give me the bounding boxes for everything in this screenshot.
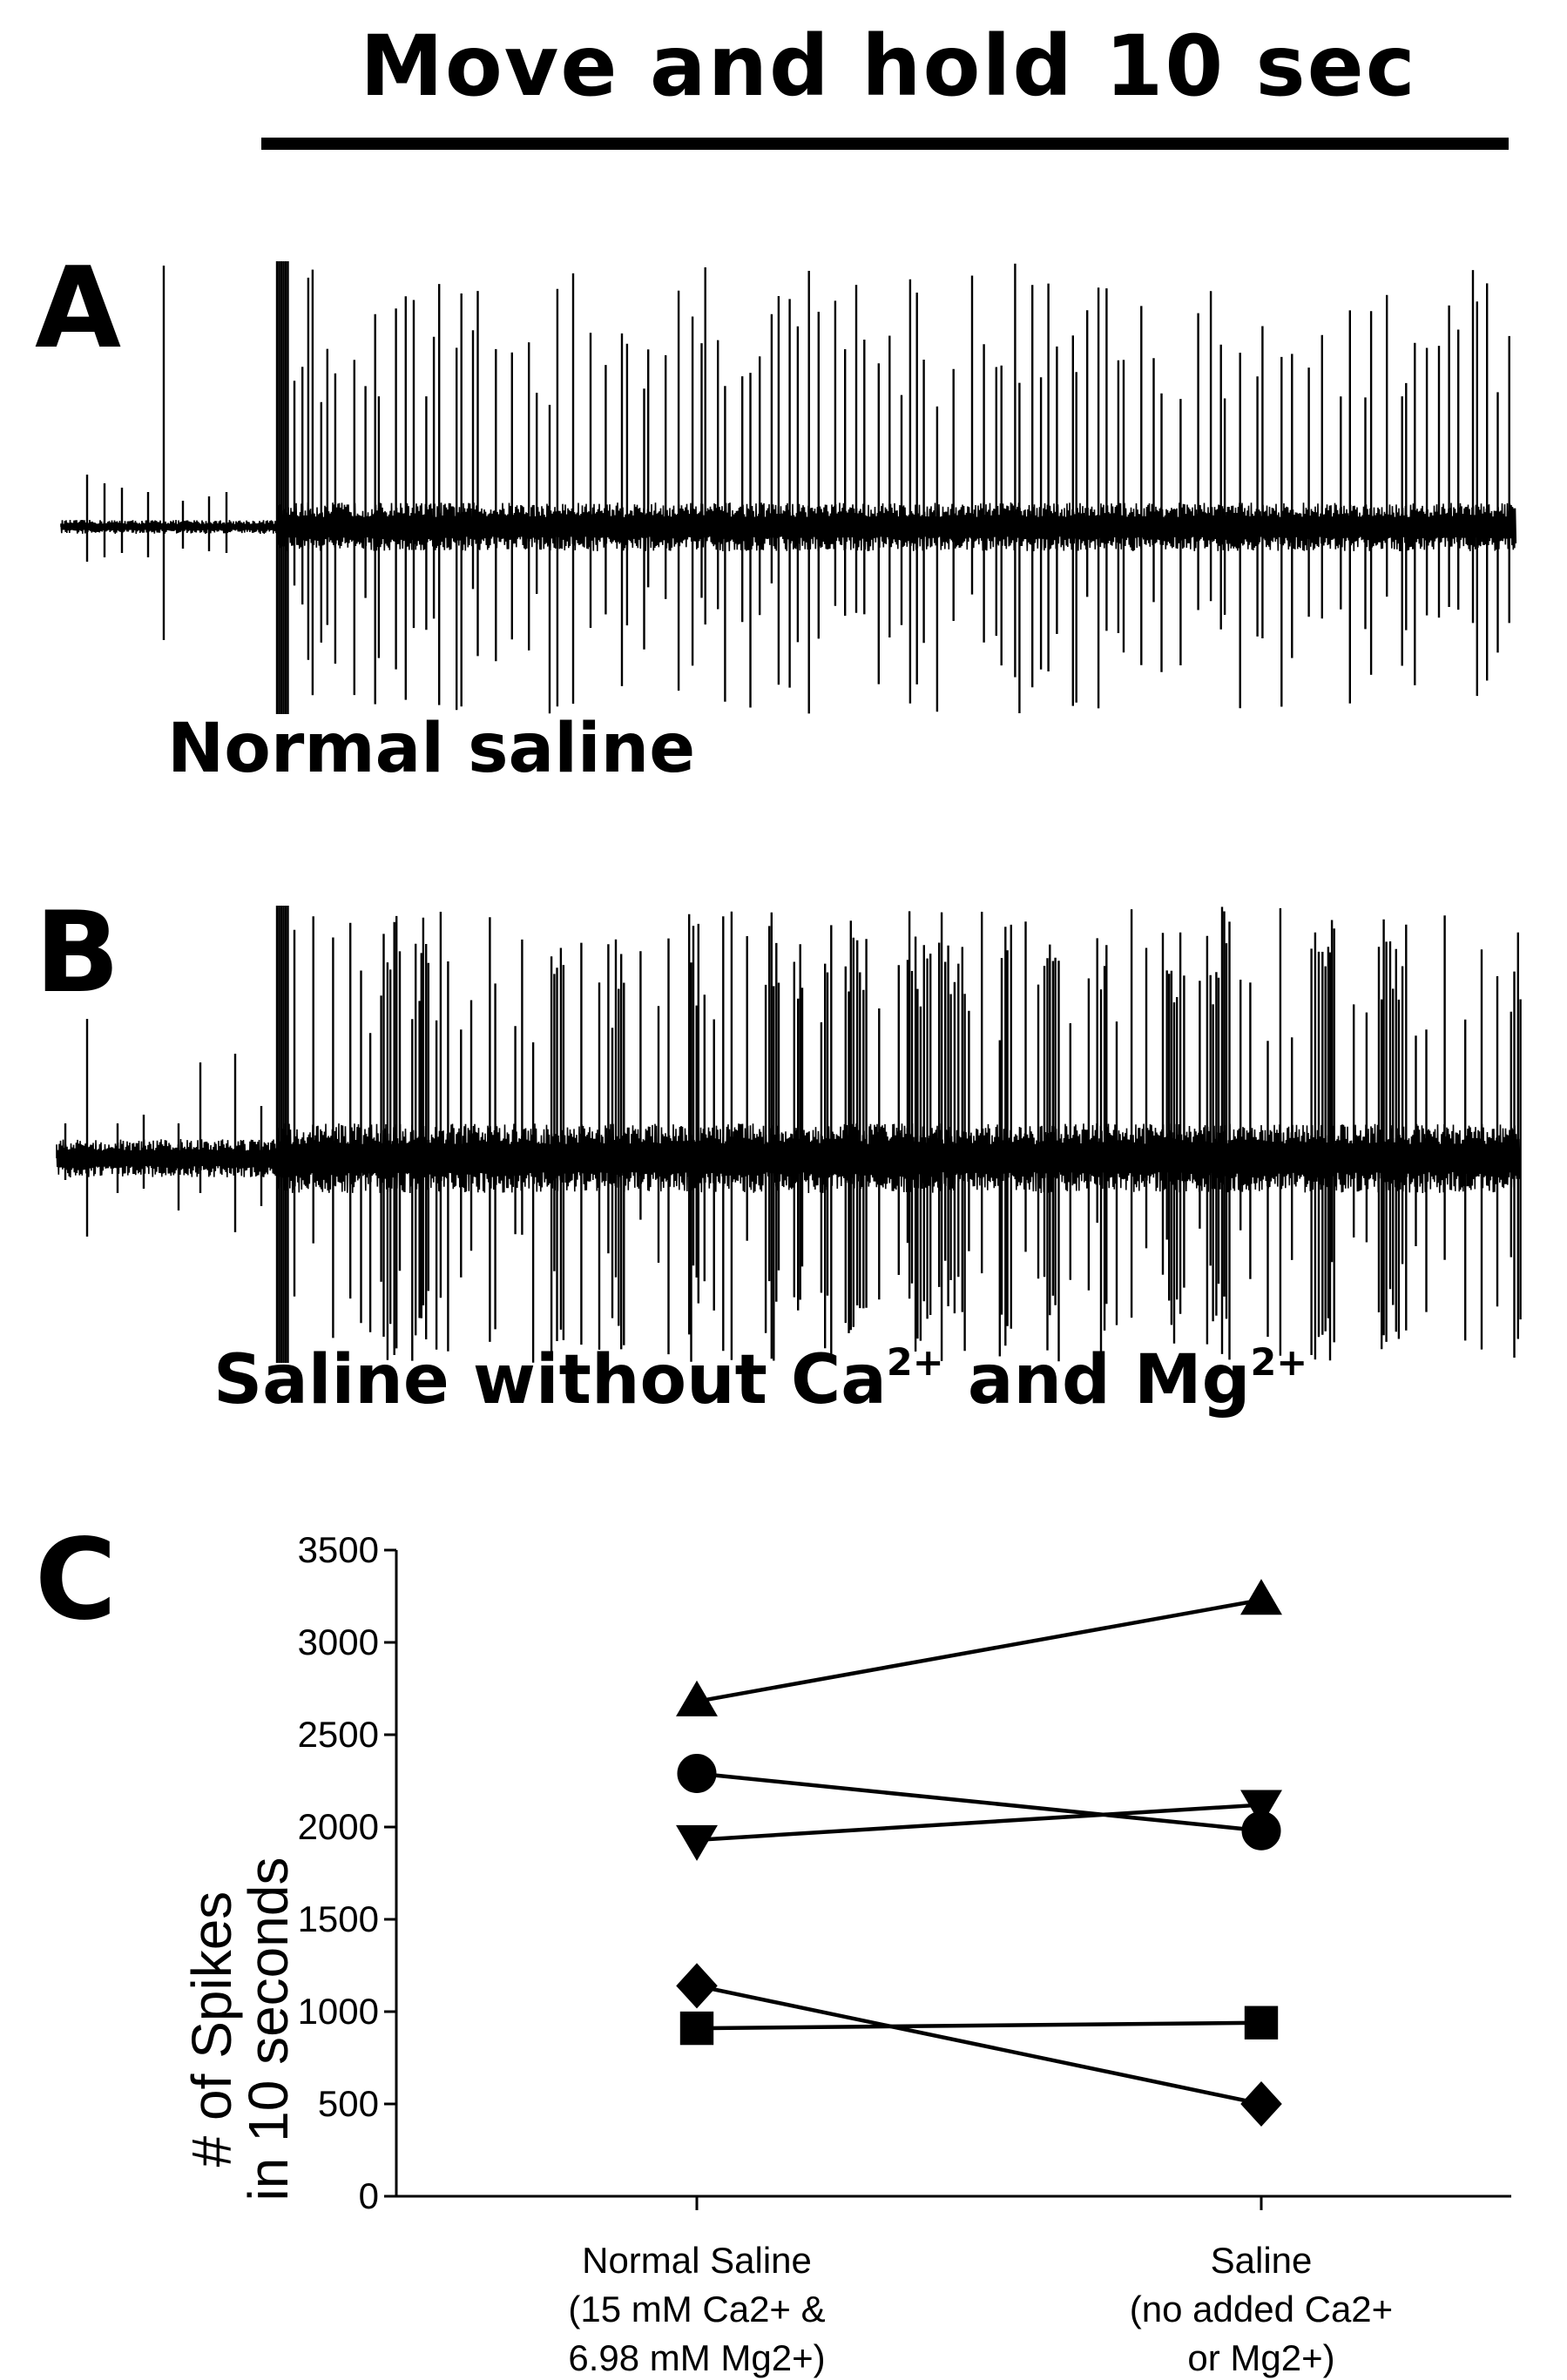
x-category-label: (no added Ca2+ (1130, 2289, 1393, 2329)
y-axis-title-line1: # of Spikes (180, 1891, 243, 2168)
trace-b-label-mid: and Mg (943, 1341, 1251, 1420)
data-point-circle (677, 1754, 717, 1794)
trace-b-label: Saline without Ca2+ and Mg2+ (213, 1341, 1307, 1419)
trace-b-label-sup2: 2+ (1250, 1341, 1308, 1385)
chart-markers (676, 1579, 1282, 2127)
y-tick-label: 2000 (298, 1806, 379, 1847)
series-line-triangle-up (696, 1598, 1262, 1704)
series-line-diamond (696, 1984, 1262, 2107)
panel-a-letter: A (35, 244, 122, 374)
title-underline (261, 138, 1509, 150)
series-line-square (696, 2020, 1262, 2031)
panel-c-letter: C (35, 1515, 117, 1645)
chart-series-lines (696, 1598, 1262, 2107)
y-tick-label: 2500 (298, 1714, 379, 1755)
data-point-square (679, 2011, 714, 2046)
trace-b-label-sup1: 2+ (886, 1341, 944, 1385)
data-point-triangle-down (676, 1824, 718, 1861)
series-line-triangle-down (696, 1803, 1262, 1843)
data-point-diamond (676, 1963, 718, 2009)
data-point-triangle-up (1240, 1579, 1282, 1615)
y-tick-label: 0 (359, 2175, 379, 2216)
data-point-diamond (1240, 2080, 1282, 2127)
trace-a-label: Normal saline (167, 710, 696, 788)
y-axis-title: # of Spikes in 10 seconds (180, 1857, 300, 2201)
trace-b (56, 906, 1522, 1363)
y-tick-label: 3000 (298, 1622, 379, 1662)
y-tick-label: 1000 (298, 1991, 379, 2032)
series-line-circle (696, 1771, 1262, 1833)
data-point-triangle-down (1240, 1790, 1282, 1826)
x-category-label: Saline (1211, 2240, 1313, 2281)
spike-count-chart: # of Spikes in 10 seconds 0 500 1000 1500 20… (180, 1529, 1511, 2378)
x-category-label: Normal Saline (582, 2240, 812, 2281)
chart-axes (384, 1548, 1511, 2210)
x-category-label: or Mg2+) (1187, 2337, 1334, 2378)
data-point-triangle-up (676, 1680, 718, 1716)
y-tick-label: 3500 (298, 1529, 379, 1570)
data-point-square (1244, 2006, 1279, 2040)
y-tick-label: 1500 (298, 1898, 379, 1939)
panel-b-letter: B (35, 888, 120, 1018)
y-tick-label: 500 (318, 2083, 379, 2124)
trace-a (60, 261, 1517, 714)
trace-a-waveform (60, 261, 1517, 714)
chart-tick-labels: 0 500 1000 1500 2000 2500 3000 3500 Normal Salin… (298, 1529, 1394, 2378)
y-axis-title-line2: in 10 seconds (237, 1857, 300, 2201)
trace-b-waveform (56, 906, 1522, 1363)
x-category-label: (15 mM Ca2+ & (568, 2289, 825, 2329)
trace-b-label-main: Saline without Ca (213, 1341, 887, 1420)
figure-title: Move and hold 10 sec (360, 17, 1417, 115)
x-category-label: 6.98 mM Mg2+) (568, 2337, 825, 2378)
